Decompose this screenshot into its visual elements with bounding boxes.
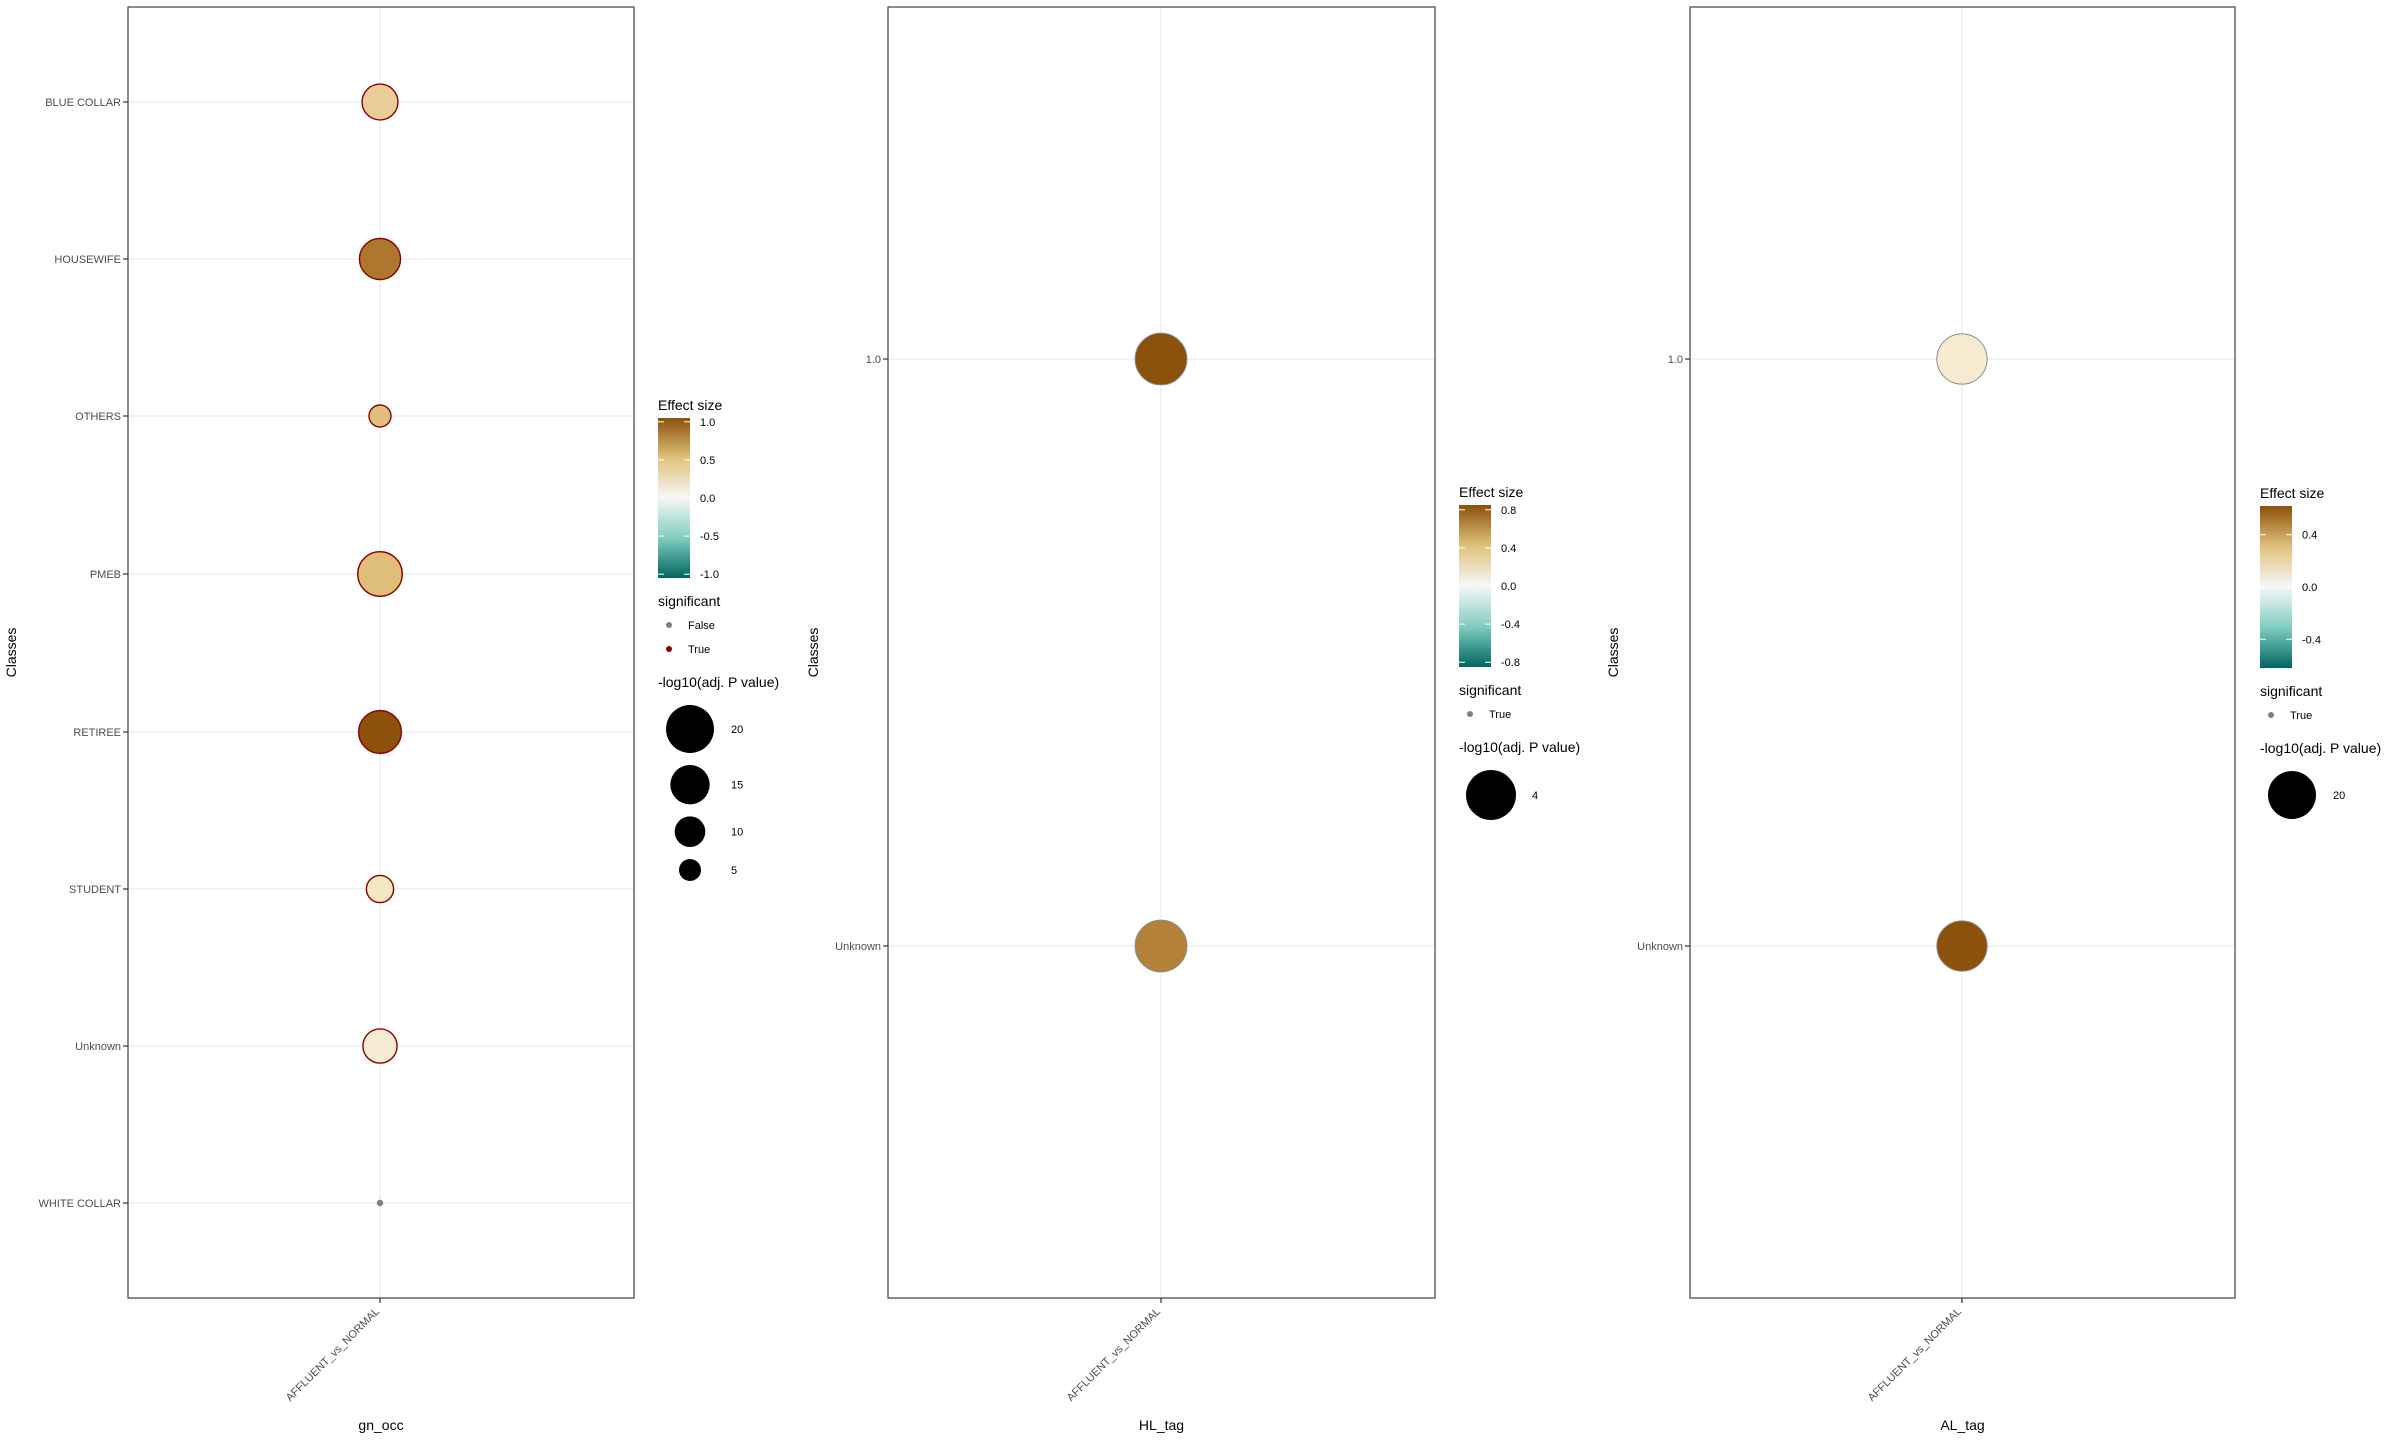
- legend-effect-title: Effect size: [2260, 485, 2325, 501]
- data-point-1-0: [1134, 332, 1188, 386]
- y-tick-label: Unknown: [75, 1041, 121, 1053]
- legend-size-label: 5: [731, 865, 737, 877]
- legend-significant-title: significant: [2260, 683, 2322, 699]
- data-point-student: [365, 874, 395, 904]
- colorbar-tick-label: -0.5: [700, 531, 719, 543]
- legend-significant-key: [666, 622, 672, 628]
- y-axis-title: Classes: [1605, 628, 1621, 678]
- legend-size-label: 15: [731, 780, 743, 792]
- legend-significant-label: True: [2290, 710, 2312, 722]
- legend-size-label: 4: [1532, 790, 1538, 802]
- legend-significant-label: False: [688, 620, 715, 632]
- data-point-unknown: [1134, 919, 1188, 973]
- legend-significant-key: [2268, 712, 2274, 718]
- legend-effect-title: Effect size: [1459, 484, 1524, 500]
- y-axis-title: Classes: [3, 628, 19, 678]
- legend-size-key: [679, 859, 701, 881]
- legend-effect-title: Effect size: [658, 397, 723, 413]
- y-axis-title: Classes: [805, 628, 821, 678]
- legend-significant-key: [666, 646, 672, 652]
- legend-size-key: [674, 816, 706, 848]
- y-tick-label: 1.0: [866, 354, 881, 366]
- colorbar-tick-label: 0.0: [2302, 582, 2317, 594]
- x-tick-label: AFFLUENT_vs_NORMAL: [284, 1306, 382, 1404]
- legend-significant-label: True: [688, 644, 710, 656]
- legend-size-key: [2268, 771, 2316, 819]
- data-point-others: [368, 404, 392, 428]
- legend-size-title: -log10(adj. P value): [1459, 739, 1580, 755]
- legend-size-key: [1466, 770, 1516, 820]
- colorbar-tick-label: 0.0: [700, 493, 715, 505]
- colorbar-tick-label: 0.4: [1501, 543, 1516, 555]
- x-tick-label: AFFLUENT_vs_NORMAL: [1065, 1306, 1163, 1404]
- colorbar-tick-label: 1.0: [700, 417, 715, 429]
- x-axis-title: AL_tag: [1940, 1417, 1984, 1433]
- data-point-unknown: [362, 1028, 398, 1064]
- data-point-white-collar: [376, 1199, 384, 1207]
- colorbar-tick-label: 0.4: [2302, 530, 2317, 542]
- legend-size-label: 10: [731, 827, 743, 839]
- data-point-retiree: [357, 709, 403, 755]
- panel-border: [127, 6, 635, 1299]
- y-tick-label: WHITE COLLAR: [38, 1198, 121, 1210]
- legend-significant-key: [1467, 711, 1473, 717]
- legend-size-label: 20: [731, 724, 743, 736]
- colorbar-tick-label: 0.0: [1501, 581, 1516, 593]
- colorbar-tick-label: 0.8: [1501, 505, 1516, 517]
- legend-size-label: 20: [2333, 790, 2345, 802]
- data-point-housewife: [358, 237, 402, 281]
- y-tick-label: 1.0: [1668, 354, 1683, 366]
- data-point-1-0: [1936, 333, 1988, 385]
- y-tick-label: RETIREE: [73, 727, 121, 739]
- colorbar-tick-label: -1.0: [700, 569, 719, 581]
- colorbar-tick-label: -0.4: [1501, 619, 1520, 631]
- x-tick-label: AFFLUENT_vs_NORMAL: [1866, 1306, 1964, 1404]
- colorbar-tick-label: 0.5: [700, 455, 715, 467]
- data-point-pmeb: [357, 551, 403, 597]
- legend-size-key: [670, 765, 710, 805]
- x-axis-title: HL_tag: [1139, 1417, 1184, 1433]
- colorbar-tick-label: -0.8: [1501, 657, 1520, 669]
- data-point-unknown: [1936, 920, 1988, 972]
- legend-significant-title: significant: [1459, 682, 1521, 698]
- legend-size-key: [666, 705, 714, 753]
- legend-significant-title: significant: [658, 593, 720, 609]
- y-tick-label: BLUE COLLAR: [45, 97, 121, 109]
- x-axis-title: gn_occ: [358, 1417, 403, 1433]
- y-tick-label: Unknown: [835, 941, 881, 953]
- legend-size-title: -log10(adj. P value): [2260, 740, 2381, 756]
- y-tick-label: OTHERS: [75, 411, 121, 423]
- y-tick-label: Unknown: [1637, 941, 1683, 953]
- y-tick-label: HOUSEWIFE: [54, 254, 121, 266]
- y-tick-label: PMEB: [90, 569, 121, 581]
- colorbar-tick-label: -0.4: [2302, 634, 2321, 646]
- data-point-blue-collar: [361, 83, 399, 121]
- legend-significant-label: True: [1489, 709, 1511, 721]
- y-tick-label: STUDENT: [69, 884, 121, 896]
- legend-size-title: -log10(adj. P value): [658, 674, 779, 690]
